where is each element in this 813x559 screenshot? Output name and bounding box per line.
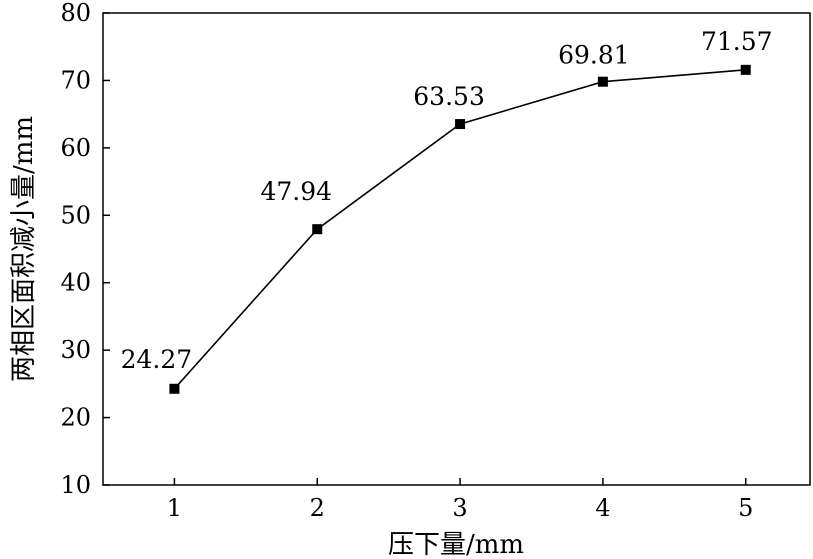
y-axis-label: 两相区面积减小量/mm <box>9 116 39 382</box>
data-point <box>312 224 323 235</box>
y-tick-label: 20 <box>60 404 91 432</box>
data-label: 24.27 <box>121 345 193 374</box>
data-label-layer: 24.27 47.94 63.53 69.81 71.57 <box>121 27 773 374</box>
data-point <box>740 64 751 75</box>
data-label: 47.94 <box>260 177 332 206</box>
y-tick-label: 50 <box>60 201 91 229</box>
y-tick-label: 10 <box>60 471 91 499</box>
data-label: 63.53 <box>413 82 485 111</box>
x-tick-label: 3 <box>452 494 467 522</box>
x-tick-label: 1 <box>167 494 182 522</box>
y-axis-ticks: 10 20 30 40 50 60 70 80 <box>60 0 110 499</box>
x-axis-label: 压下量/mm <box>388 530 524 559</box>
data-point <box>169 383 180 394</box>
data-point <box>597 76 608 87</box>
x-axis-ticks: 1 2 3 4 5 <box>167 478 753 522</box>
data-label: 69.81 <box>558 41 630 70</box>
x-tick-label: 2 <box>310 494 325 522</box>
y-tick-label: 80 <box>60 0 91 27</box>
y-tick-label: 30 <box>60 336 91 364</box>
data-label: 71.57 <box>701 27 773 56</box>
data-point <box>455 119 466 130</box>
y-tick-label: 70 <box>60 66 91 94</box>
x-tick-label: 4 <box>595 494 610 522</box>
series-line <box>173 69 746 390</box>
x-tick-label: 5 <box>738 494 753 522</box>
y-tick-label: 40 <box>60 269 91 297</box>
series-layer <box>169 64 751 394</box>
plot-area-frame <box>102 12 811 486</box>
y-tick-label: 60 <box>60 134 91 162</box>
